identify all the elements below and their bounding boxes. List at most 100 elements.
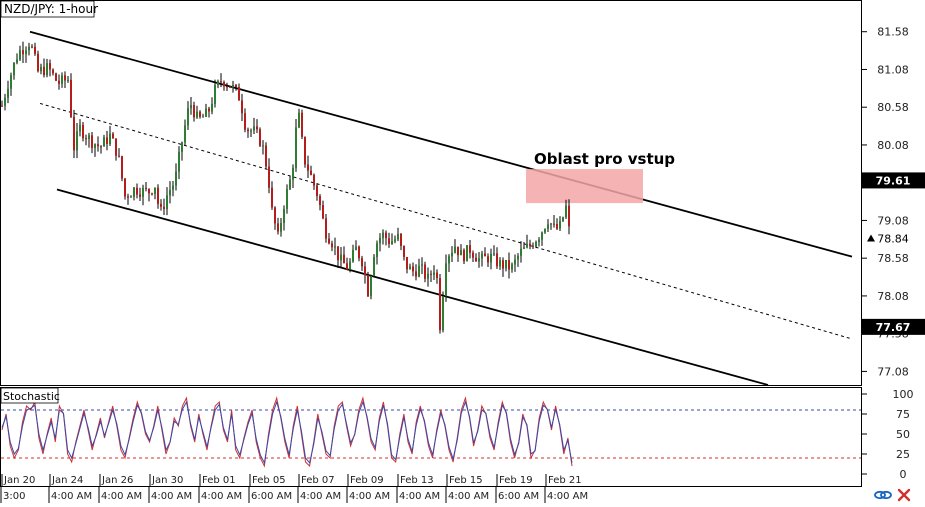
candle-body bbox=[34, 46, 36, 54]
link-icon[interactable] bbox=[874, 490, 892, 500]
candle-body bbox=[376, 243, 378, 258]
candle-body bbox=[436, 272, 438, 279]
x-time-label: 4:00 AM bbox=[101, 491, 142, 502]
candle-body bbox=[22, 50, 24, 55]
stoch-tick-label: 75 bbox=[896, 408, 910, 421]
price-y-axis: 81.5881.0880.5880.0879.0878.5878.0877.58… bbox=[862, 26, 909, 378]
candle-body bbox=[355, 246, 357, 251]
current-price-marker bbox=[867, 234, 875, 242]
candle-body bbox=[94, 144, 96, 148]
candle-body bbox=[439, 278, 441, 331]
x-time-label: 4:00 AM bbox=[399, 491, 440, 502]
candle-body bbox=[181, 142, 183, 152]
x-time-label: 6:00 AM bbox=[251, 491, 292, 502]
channel-lines bbox=[29, 30, 853, 386]
candle-body bbox=[91, 135, 93, 148]
stochastic-lines bbox=[1, 396, 573, 468]
candle-body bbox=[535, 242, 537, 247]
x-time-label: 4:00 AM bbox=[349, 491, 390, 502]
candle-body bbox=[196, 111, 198, 118]
candle-body bbox=[397, 233, 399, 240]
candle-body bbox=[301, 112, 303, 137]
candle-body bbox=[115, 138, 117, 156]
candle-body bbox=[568, 205, 570, 227]
candle-body bbox=[280, 223, 282, 232]
candle-body bbox=[271, 187, 273, 208]
candle-body bbox=[424, 264, 426, 279]
candle-body bbox=[346, 263, 348, 270]
candle-body bbox=[520, 248, 522, 256]
candle-body bbox=[442, 296, 444, 331]
x-date-label: Feb 07 bbox=[301, 475, 335, 486]
candle-body bbox=[448, 256, 450, 264]
candle-body bbox=[124, 178, 126, 197]
price-label: 79.61 bbox=[876, 174, 911, 187]
candle-body bbox=[217, 81, 219, 86]
candle-body bbox=[232, 84, 234, 88]
stoch-tick-label: 25 bbox=[896, 448, 910, 461]
candle-body bbox=[556, 224, 558, 229]
candle-body bbox=[154, 187, 156, 194]
candle-body bbox=[112, 133, 114, 139]
candle-body bbox=[514, 259, 516, 265]
x-time-label: 4:00 AM bbox=[201, 491, 242, 502]
stoch-tick-label: 50 bbox=[896, 428, 910, 441]
x-time-label: 4:00 AM bbox=[300, 491, 341, 502]
candle-body bbox=[457, 246, 459, 256]
candle-body bbox=[358, 246, 360, 259]
price-tick-label: 79.08 bbox=[877, 214, 909, 227]
candle-body bbox=[499, 260, 501, 267]
candle-body bbox=[55, 73, 57, 81]
candle-body bbox=[133, 187, 135, 197]
x-time-label: 4:00 AM bbox=[151, 491, 192, 502]
candle-body bbox=[559, 220, 561, 229]
candle-body bbox=[547, 224, 549, 229]
candle-body bbox=[385, 232, 387, 239]
x-time-label: 4:00 AM bbox=[448, 491, 489, 502]
candle-body bbox=[52, 69, 54, 74]
candle-body bbox=[136, 187, 138, 195]
candle-body bbox=[7, 88, 9, 98]
price-tick-label: 80.58 bbox=[877, 101, 909, 114]
candle-body bbox=[274, 207, 276, 224]
candle-body bbox=[37, 53, 39, 72]
stoch-level-lines bbox=[1, 409, 861, 459]
candle-body bbox=[121, 156, 123, 179]
candle-body bbox=[367, 275, 369, 297]
candle-body bbox=[361, 258, 363, 267]
channel-line-upper bbox=[29, 30, 853, 258]
candle-body bbox=[328, 238, 330, 244]
candle-body bbox=[109, 133, 111, 144]
x-date-label: Feb 13 bbox=[400, 475, 434, 486]
candle-body bbox=[550, 223, 552, 225]
channel-line-lower bbox=[56, 188, 769, 386]
candle-body bbox=[100, 146, 102, 148]
chart-title: NZD/JPY: 1-hour bbox=[4, 2, 98, 16]
candle-body bbox=[475, 257, 477, 262]
candle-body bbox=[67, 79, 69, 81]
candle-body bbox=[256, 126, 258, 130]
candle-body bbox=[88, 135, 90, 139]
x-time-label: 3:00 bbox=[3, 491, 25, 502]
candle-body bbox=[1, 105, 3, 107]
candle-body bbox=[310, 170, 312, 175]
candle-body bbox=[304, 136, 306, 165]
candle-body bbox=[340, 254, 342, 261]
x-date-label: Jan 30 bbox=[151, 475, 183, 486]
candle-body bbox=[145, 187, 147, 189]
candle-body bbox=[394, 239, 396, 242]
candle-body bbox=[277, 223, 279, 232]
candle-body bbox=[538, 239, 540, 243]
stoch-tick-label: 100 bbox=[893, 388, 914, 401]
x-date-label: Jan 26 bbox=[101, 475, 133, 486]
close-icon[interactable] bbox=[897, 488, 911, 502]
candle-body bbox=[349, 261, 351, 270]
candle-body bbox=[205, 108, 207, 117]
candle-body bbox=[73, 116, 75, 151]
x-date-label: Feb 05 bbox=[252, 475, 286, 486]
price-label: 78.84 bbox=[877, 233, 909, 246]
candle-body bbox=[118, 155, 120, 157]
candle-body bbox=[211, 103, 213, 112]
candle-body bbox=[25, 50, 27, 55]
